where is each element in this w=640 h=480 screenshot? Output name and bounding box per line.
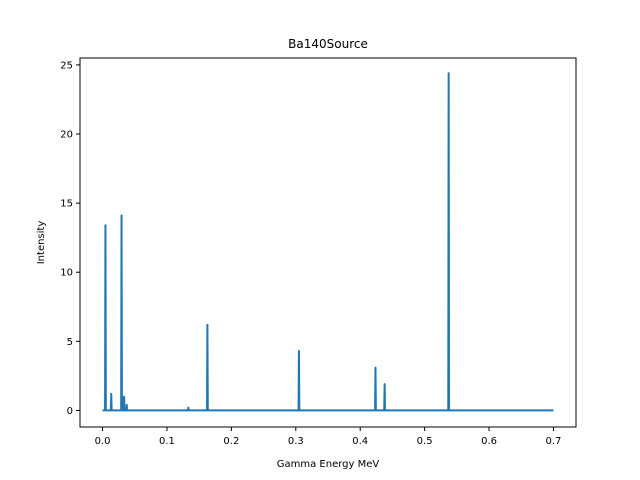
axes-frame <box>79 57 577 428</box>
y-axis: 0 5 10 15 20 25 <box>60 60 80 417</box>
x-tick-label: 0.6 <box>481 436 497 447</box>
y-tick-label: 5 <box>67 337 73 348</box>
x-tick-label: 0.7 <box>546 436 562 447</box>
y-axis-label: Intensity <box>36 221 47 265</box>
x-tick-label: 0.1 <box>159 436 175 447</box>
y-tick-label: 10 <box>60 268 73 279</box>
x-tick-label: 0.5 <box>417 436 433 447</box>
y-tick-label: 20 <box>60 130 73 141</box>
chart-title: Ba140Source <box>288 37 368 51</box>
plot-area <box>102 72 554 412</box>
x-tick-label: 0.4 <box>352 436 368 447</box>
x-tick-label: 0.2 <box>223 436 239 447</box>
y-tick-label: 0 <box>67 406 73 417</box>
y-tick-label: 25 <box>60 60 73 71</box>
x-tick-label: 0.3 <box>288 436 304 447</box>
y-tick-label: 15 <box>60 199 73 210</box>
x-tick-label: 0.0 <box>95 436 111 447</box>
x-axis: 0.0 0.1 0.2 0.3 0.4 0.5 0.6 0.7 <box>95 427 562 447</box>
x-axis-label: Gamma Energy MeV <box>277 459 380 470</box>
series-line-intensity <box>102 72 554 412</box>
